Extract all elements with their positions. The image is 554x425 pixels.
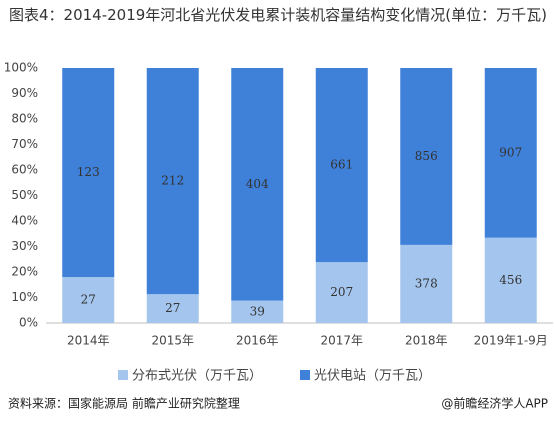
x-tick-label: 2014年 [67,334,110,348]
y-tick-label: 40% [11,214,38,228]
y-tick-label: 10% [11,290,38,304]
value-label: 661 [330,158,353,172]
value-label: 907 [499,145,522,159]
y-tick-label: 50% [11,188,38,202]
bar-segment [400,244,453,323]
y-tick-label: 20% [11,265,38,279]
y-tick-label: 90% [11,86,38,100]
y-tick-label: 80% [11,112,38,126]
value-label: 378 [415,276,438,290]
value-label: 39 [250,304,265,318]
bar-segment [146,294,199,323]
x-tick-label: 2017年 [320,334,363,348]
value-label: 856 [415,149,438,163]
x-tick-label: 2015年 [151,334,194,348]
bar-segment [231,300,284,323]
bar-segment [62,68,115,278]
value-label: 123 [77,165,100,179]
source: 资料来源：国家能源局 前瞻产业研究院整理 [8,396,240,411]
legend-swatch [118,370,128,380]
value-label: 27 [165,301,180,315]
y-tick-label: 60% [11,163,38,177]
value-label: 27 [81,293,96,307]
value-label: 207 [330,285,353,299]
y-tick-label: 70% [11,137,38,151]
x-tick-label: 2019年1-9月 [474,334,548,348]
bar-segment [484,68,537,238]
value-label: 212 [161,174,184,188]
y-tick-label: 30% [11,239,38,253]
x-tick-label: 2018年 [405,334,448,348]
x-tick-label: 2016年 [236,334,279,348]
bar-segment [62,277,115,323]
bar-segment [315,262,368,323]
y-tick-label: 100% [4,61,38,75]
bar-segment [315,68,368,263]
y-tick-label: 0% [19,316,38,330]
bar-segment [146,68,199,295]
value-label: 456 [499,273,522,287]
bar-segment [484,237,537,323]
legend-swatch [300,370,310,380]
value-label: 404 [246,177,269,191]
bar-segment [400,68,453,245]
chart-title: 图表4：2014-2019年河北省光伏发电累计装机容量结构变化情况(单位：万千瓦… [8,6,547,24]
legend-label: 光伏电站（万千瓦） [314,369,431,384]
legend-label: 分布式光伏（万千瓦） [132,369,262,384]
credit: @前瞻经济学人APP [441,396,548,411]
bar-segment [231,68,284,301]
